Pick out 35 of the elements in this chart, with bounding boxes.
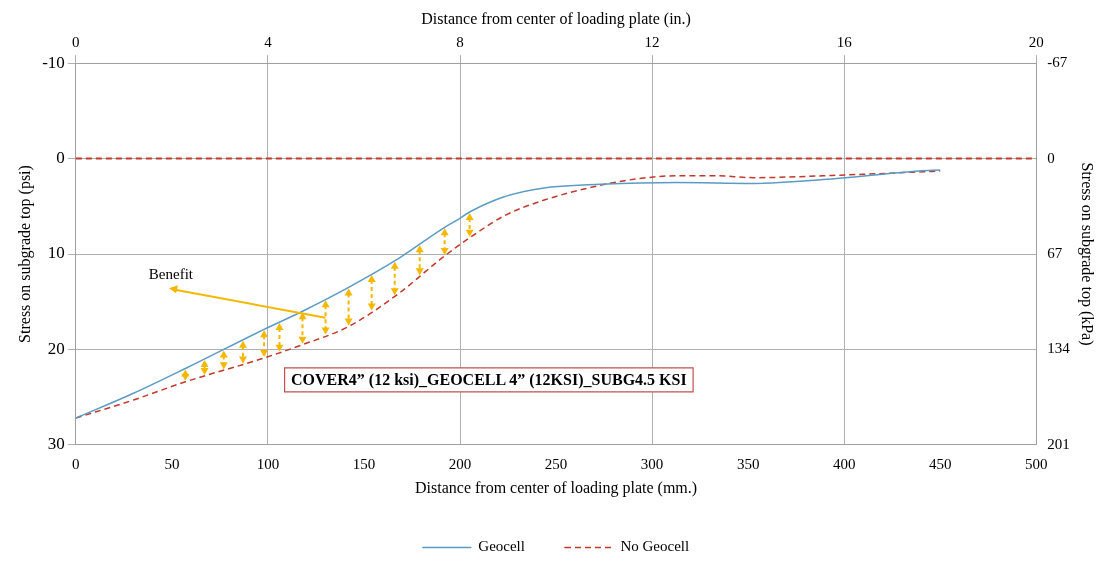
x2-axis-title: Distance from center of loading plate (in.) (421, 9, 691, 28)
annotation: COVER4” (12 ksi)_GEOCELL 4” (12KSI)_SUBG4.5 KSI (291, 371, 687, 390)
x-tick-label: 450 (929, 455, 952, 472)
x2-tick-label: 16 (836, 34, 853, 51)
x-tick-label: 150 (352, 455, 376, 472)
y-tick-label: -10 (42, 52, 65, 72)
x-tick-label: 350 (736, 455, 760, 472)
y-tick-label: 10 (47, 243, 65, 263)
x2-tick-label: 0 (72, 34, 80, 51)
y-tick-label: 0 (56, 148, 65, 168)
y2-tick-label: 0 (1047, 149, 1055, 166)
x-tick-label: 250 (544, 455, 568, 472)
x-axis-title: Distance from center of loading plate (mm.) (415, 478, 698, 497)
y2-tick-label: -67 (1047, 54, 1068, 71)
x-tick-label: 300 (640, 455, 664, 472)
legend-label: Geocell (478, 538, 525, 555)
legend-label: No Geocell (620, 538, 690, 555)
x2-tick-label: 20 (1028, 34, 1044, 51)
y2-axis-title: Stress on subgrade top (kPa) (1078, 162, 1097, 346)
annotation: Benefit (148, 265, 194, 282)
x2-tick-label: 8 (456, 34, 464, 51)
y-axis-title: Stress on subgrade top (psi) (15, 165, 34, 343)
x-tick-label: 400 (832, 455, 856, 472)
x-tick-label: 100 (256, 455, 280, 472)
y2-tick-label: 67 (1047, 244, 1063, 261)
x-tick-label: 50 (164, 455, 180, 472)
x2-tick-label: 12 (644, 34, 660, 51)
y2-tick-label: 201 (1047, 435, 1070, 452)
x-tick-label: 0 (72, 455, 80, 472)
x-tick-label: 200 (448, 455, 472, 472)
y2-tick-label: 134 (1047, 340, 1071, 357)
x-tick-label: 500 (1025, 455, 1048, 472)
y-tick-label: 20 (47, 338, 65, 358)
y-tick-label: 30 (47, 434, 65, 454)
x2-tick-label: 4 (264, 34, 273, 51)
